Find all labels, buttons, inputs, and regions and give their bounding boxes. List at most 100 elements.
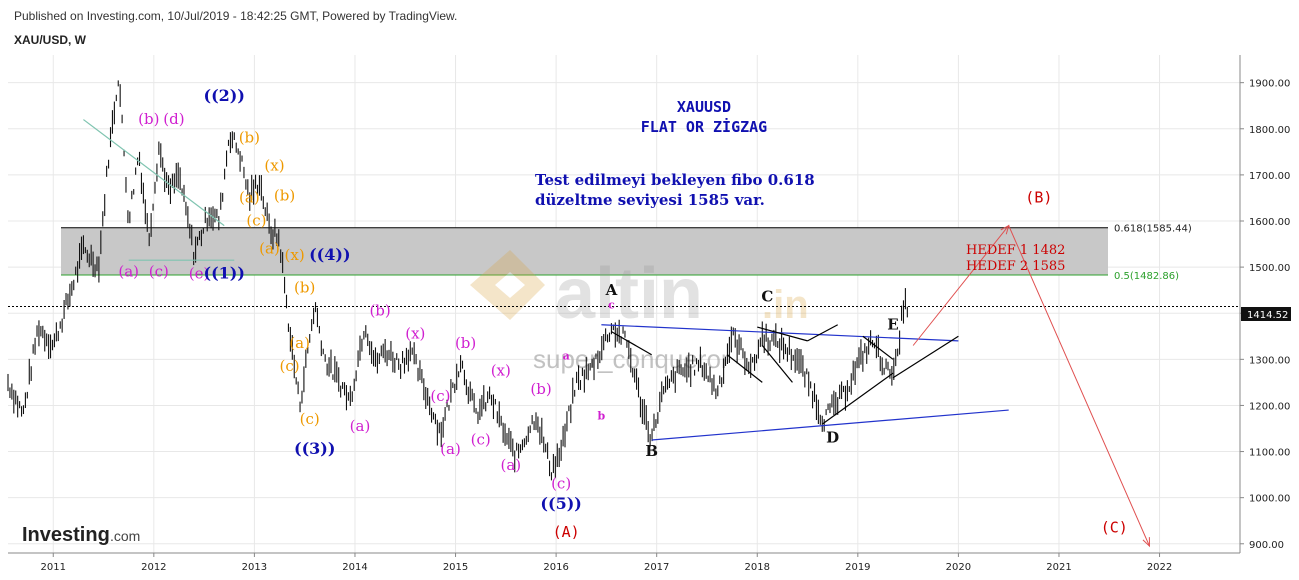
x-tick-label: 2015 [443, 562, 468, 573]
small-wave-label: c [608, 299, 615, 312]
wave-label: ((1)) [204, 264, 245, 283]
wave-label: (c) [430, 387, 450, 405]
x-axis: 2011 2012 2013 2014 2015 2016 2017 2018 2019 2020… [41, 553, 1172, 573]
wave-label: (a) [350, 417, 371, 435]
fib-zone [61, 227, 1108, 276]
wave-label: (c) [280, 357, 300, 375]
fib-500-label: 0.5(1482.86) [1114, 271, 1179, 282]
plot-area [8, 55, 1240, 553]
wedge-lower-line [892, 335, 959, 379]
y-tick-label: 1800.00 [1249, 125, 1290, 136]
wave-label: ((2)) [204, 86, 245, 105]
wave-label: (B) [1025, 189, 1052, 207]
y-tick-label: 1100.00 [1249, 448, 1290, 459]
x-tick-label: 2020 [946, 562, 971, 573]
minor-trend-line [807, 324, 838, 342]
wave-label: (b) [138, 110, 159, 128]
x-tick-label: 2021 [1046, 562, 1071, 573]
triangle-label: A [605, 281, 618, 299]
wave-label: ((5)) [540, 494, 581, 513]
last-price-badge [1241, 307, 1291, 321]
triangle-lines [83, 119, 1009, 441]
projection-arrowhead [1142, 537, 1151, 548]
minor-trend-line [757, 326, 808, 342]
watermark-main: altin [555, 254, 703, 334]
fib-618-label: 0.618(1585.44) [1114, 224, 1192, 235]
wave-label: (A) [553, 523, 580, 541]
watermark-tld: .in [762, 283, 809, 327]
y-tick-label: 1300.00 [1249, 355, 1290, 366]
annotation-note-1: Test edilmeyi bekleyen fibo 0.618 [535, 171, 815, 189]
minor-trend-line [862, 335, 894, 360]
y-tick-label: 1700.00 [1249, 171, 1290, 182]
minor-trend-line [761, 345, 793, 383]
wave-label: (b) [455, 334, 476, 352]
x-tick-label: 2011 [41, 562, 66, 573]
investing-logo: Investing [22, 524, 110, 546]
y-tick-label: 1600.00 [1249, 217, 1290, 228]
triangle-lower-line [651, 409, 1009, 441]
minor-trend-line [611, 331, 652, 356]
wave-label: (a) [239, 189, 260, 207]
x-tick-label: 2014 [342, 562, 367, 573]
wave-label: (a) [118, 262, 139, 280]
annotation-title-2: FLAT OR ZİGZAG [641, 117, 767, 136]
y-tick-label: 900.00 [1249, 540, 1284, 551]
x-tick-label: 2018 [745, 562, 770, 573]
triangle-label: B [645, 442, 658, 460]
wave-label: (c) [300, 410, 320, 428]
x-tick-label: 2013 [242, 562, 267, 573]
wave-label: (b) [294, 278, 315, 296]
triangle-label: C [761, 288, 773, 306]
y-axis: 1900.001800.001700.001600.001500.001400.… [1240, 79, 1290, 551]
annotation-note-2: düzeltme seviyesi 1585 var. [535, 191, 765, 209]
y-tick-label: 1500.00 [1249, 263, 1290, 274]
y-tick-label: 1200.00 [1249, 401, 1290, 412]
published-header: Published on Investing.com, 10/Jul/2019 … [14, 9, 458, 23]
wave-label: (c) [551, 474, 571, 492]
small-wave-label: b [598, 409, 606, 422]
wave-label: (b) [239, 129, 260, 147]
wave-label: (c) [471, 431, 491, 449]
watermark: altin .in [470, 250, 809, 334]
wave-label: (a) [289, 334, 310, 352]
target-1: HEDEF 1 1482 [966, 243, 1065, 258]
x-tick-label: 2022 [1147, 562, 1172, 573]
investing-logo-suffix: .com [110, 528, 140, 544]
x-tick-label: 2019 [845, 562, 870, 573]
wave-label: (d) [163, 110, 184, 128]
watermark-sub: super_conqueror [533, 344, 730, 374]
annotation-title-1: XAUUSD [677, 98, 731, 116]
wedge-lower-line [822, 372, 894, 425]
target-2: HEDEF 2 1585 [966, 259, 1065, 274]
wave-label: (b) [369, 302, 390, 320]
wave-label: (x) [405, 325, 425, 343]
y-tick-label: 1900.00 [1249, 79, 1290, 90]
wave-label: (a) [501, 456, 522, 474]
wave-label: (C) [1101, 518, 1128, 536]
x-tick-label: 2016 [543, 562, 568, 573]
triangle-label: E [887, 315, 898, 333]
wave-label: (x) [491, 361, 511, 379]
wave-label: ((4)) [309, 245, 350, 264]
last-price-label: 1414.52 [1247, 310, 1288, 321]
wave-label: (b) [274, 186, 295, 204]
wave-label: (b) [530, 380, 551, 398]
watermark-logo-icon [470, 250, 545, 320]
wave-label: (a) [259, 239, 280, 257]
wave-channel-line [83, 119, 225, 227]
wave-label: (a) [440, 440, 461, 458]
wave-label: (x) [285, 246, 305, 264]
x-tick-label: 2012 [141, 562, 166, 573]
triangle-label: D [826, 428, 839, 446]
projection-arrowhead [1000, 224, 1010, 235]
y-tick-label: 1000.00 [1249, 494, 1290, 505]
minor-trend-line [726, 354, 763, 383]
wave-label: (c) [149, 262, 169, 280]
wave-labels: (b) (d)((2))(b)(x)(a) (b)(c)(a) (x) ((4))(a)… [118, 86, 1127, 541]
watermark-logo-inner-icon [495, 272, 525, 298]
wave-label: ((3)) [294, 439, 335, 458]
x-tick-label: 2017 [644, 562, 669, 573]
symbol-label: XAU/USD, W [14, 33, 86, 47]
